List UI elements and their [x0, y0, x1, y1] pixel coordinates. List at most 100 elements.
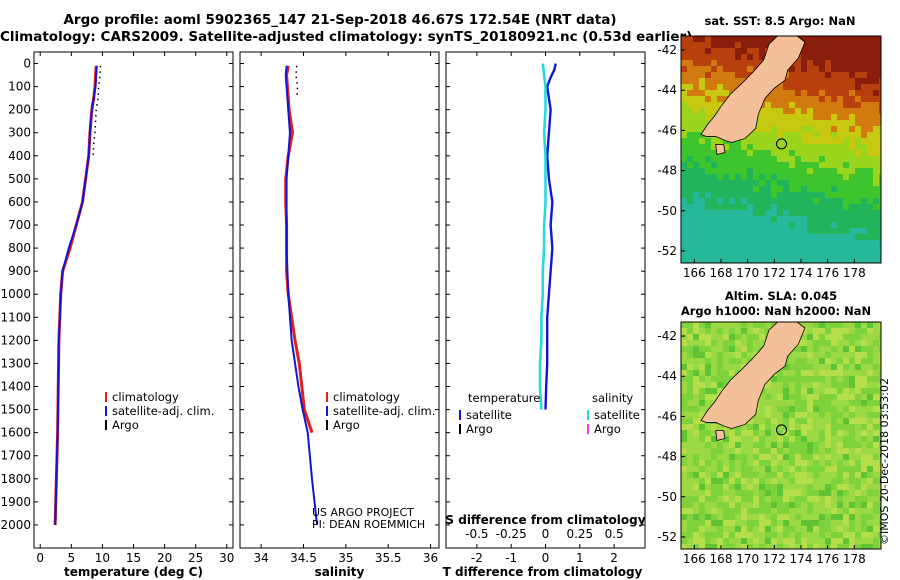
- map-cell: [771, 442, 777, 448]
- map-cell: [825, 156, 831, 162]
- map-cell: [681, 252, 687, 258]
- map-cell: [825, 72, 831, 78]
- map-cell: [759, 234, 765, 240]
- map-cell: [717, 54, 723, 60]
- map-cell: [807, 252, 813, 258]
- map-cell: [747, 168, 753, 174]
- map-y-tick-label: -50: [657, 490, 677, 504]
- map-cell: [693, 120, 699, 126]
- map-cell: [747, 508, 753, 514]
- map-cell: [783, 448, 789, 454]
- map-cell: [753, 192, 759, 198]
- map-cell: [765, 246, 771, 252]
- map-cell: [873, 442, 879, 448]
- map-cell: [729, 496, 735, 502]
- map-cell: [789, 66, 795, 72]
- map-cell: [837, 484, 843, 490]
- map-cell: [723, 322, 729, 328]
- map-cell: [777, 448, 783, 454]
- map-cell: [711, 138, 717, 144]
- map-cell: [837, 376, 843, 382]
- map-cell: [753, 42, 759, 48]
- map-cell: [765, 532, 771, 538]
- map-cell: [741, 502, 747, 508]
- map-cell: [765, 436, 771, 442]
- map-cell: [831, 520, 837, 526]
- map-cell: [699, 150, 705, 156]
- map-cell: [783, 90, 789, 96]
- map-cell: [813, 168, 819, 174]
- map-cell: [729, 514, 735, 520]
- map-cell: [735, 234, 741, 240]
- map-cell: [687, 84, 693, 90]
- map-cell: [825, 48, 831, 54]
- map-cell: [693, 66, 699, 72]
- map-cell: [729, 526, 735, 532]
- map-cell: [729, 460, 735, 466]
- map-cell: [807, 258, 813, 263]
- map-cell: [807, 370, 813, 376]
- map-cell: [819, 66, 825, 72]
- map-cell: [861, 210, 867, 216]
- map-cell: [849, 66, 855, 72]
- map-cell: [801, 352, 807, 358]
- map-cell: [735, 42, 741, 48]
- map-cell: [705, 328, 711, 334]
- map-cell: [819, 382, 825, 388]
- map-cell: [717, 466, 723, 472]
- map-cell: [813, 36, 819, 42]
- map-cell: [687, 478, 693, 484]
- map-cell: [687, 454, 693, 460]
- map-cell: [849, 204, 855, 210]
- map-cell: [801, 66, 807, 72]
- map-cell: [717, 544, 723, 549]
- map-cell: [831, 538, 837, 544]
- map-cell: [843, 544, 849, 549]
- map-cell: [837, 240, 843, 246]
- map-cell: [771, 240, 777, 246]
- map-cell: [711, 394, 717, 400]
- map-cell: [837, 36, 843, 42]
- map-cell: [783, 418, 789, 424]
- map-cell: [861, 520, 867, 526]
- map-cell: [681, 406, 687, 412]
- map-cell: [801, 454, 807, 460]
- map-cell: [705, 228, 711, 234]
- map-cell: [729, 454, 735, 460]
- map-cell: [747, 210, 753, 216]
- map-cell: [693, 544, 699, 549]
- map-cell: [681, 204, 687, 210]
- map-cell: [825, 90, 831, 96]
- map-cell: [741, 478, 747, 484]
- map-cell: [753, 424, 759, 430]
- map-cell: [783, 502, 789, 508]
- map-cell: [873, 120, 879, 126]
- map-cell: [795, 454, 801, 460]
- map-cell: [765, 258, 771, 263]
- map-cell: [729, 168, 735, 174]
- map-cell: [723, 352, 729, 358]
- map-cell: [807, 72, 813, 78]
- map-cell: [735, 150, 741, 156]
- map-cell: [879, 204, 881, 210]
- map-cell: [813, 66, 819, 72]
- map-cell: [747, 162, 753, 168]
- map-cell: [795, 388, 801, 394]
- map-cell: [801, 60, 807, 66]
- map-cell: [735, 156, 741, 162]
- map-cell: [747, 460, 753, 466]
- map-cell: [879, 358, 881, 364]
- map-cell: [867, 90, 873, 96]
- map-cell: [837, 346, 843, 352]
- map-cell: [873, 436, 879, 442]
- map-cell: [783, 210, 789, 216]
- map-cell: [699, 78, 705, 84]
- map-cell: [801, 382, 807, 388]
- map-cell: [801, 138, 807, 144]
- map-cell: [783, 388, 789, 394]
- map-cell: [795, 358, 801, 364]
- map-cell: [753, 198, 759, 204]
- map-cell: [861, 126, 867, 132]
- map-cell: [771, 376, 777, 382]
- map-cell: [693, 234, 699, 240]
